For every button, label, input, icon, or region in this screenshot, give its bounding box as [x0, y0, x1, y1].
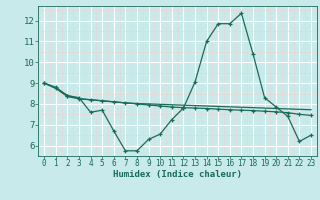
- X-axis label: Humidex (Indice chaleur): Humidex (Indice chaleur): [113, 170, 242, 179]
